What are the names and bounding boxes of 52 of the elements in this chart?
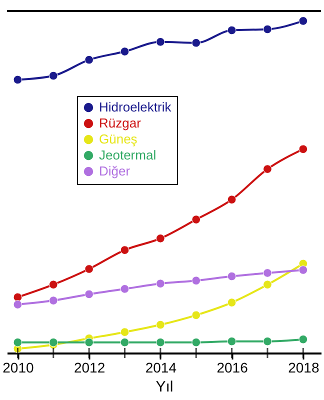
point: [13, 292, 22, 302]
point: [48, 296, 58, 305]
x-tick-label: 2014: [145, 360, 177, 376]
x-tick-label: 2016: [216, 360, 248, 376]
point: [156, 279, 165, 288]
point: [227, 272, 236, 281]
point: [13, 75, 22, 84]
point: [263, 280, 272, 290]
point: [227, 298, 236, 307]
point: [48, 338, 58, 347]
point: [192, 338, 201, 347]
point: [120, 47, 130, 56]
point: [84, 264, 94, 274]
point: [120, 328, 130, 337]
point: [48, 280, 58, 290]
point: [48, 71, 58, 80]
point: [227, 195, 236, 204]
point: [192, 215, 201, 224]
point: [84, 338, 94, 347]
point: [192, 38, 201, 48]
point: [84, 55, 94, 64]
legend-label: Hidroelektrik: [99, 100, 172, 114]
point: [84, 290, 94, 299]
point: [298, 334, 308, 344]
point: [227, 26, 236, 35]
point: [120, 246, 130, 254]
legend-label: Jeotermal: [99, 148, 156, 162]
point: [298, 144, 308, 154]
legend-label: Diğer: [99, 164, 131, 178]
point: [13, 338, 22, 347]
x-tick-label: 2018: [288, 360, 320, 376]
point: [156, 320, 165, 330]
point: [120, 284, 130, 294]
x-tick-label: 2012: [74, 360, 106, 376]
point: [227, 336, 236, 346]
point: [156, 338, 165, 347]
legend-label: Rüzgar: [99, 116, 142, 130]
x-axis-title: Yıl: [156, 378, 174, 396]
point: [263, 24, 272, 34]
point: [263, 336, 272, 346]
point: [156, 37, 165, 46]
point: [192, 310, 201, 320]
legend-label: Güneş: [99, 132, 138, 146]
point: [298, 16, 308, 26]
point: [298, 266, 308, 274]
x-tick-label: 2010: [2, 360, 34, 376]
point: [120, 338, 130, 347]
point: [263, 268, 272, 278]
point: [156, 234, 165, 243]
point: [192, 276, 201, 286]
point: [13, 300, 22, 309]
point: [263, 164, 272, 174]
